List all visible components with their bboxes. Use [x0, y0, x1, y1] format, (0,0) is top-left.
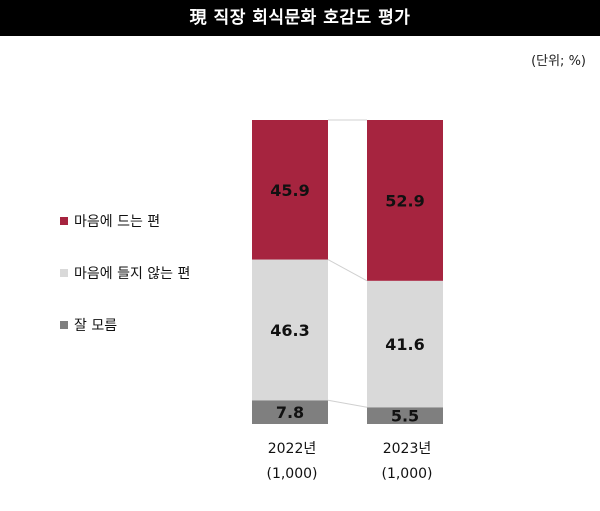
legend-item-unknown: 잘 모름	[60, 314, 190, 336]
x-label-2022: 2022년	[267, 441, 317, 457]
bar-segment-unknown-2	[367, 407, 443, 424]
bar-segment-like-1	[252, 120, 328, 260]
value-label-unknown-2: 5.5	[391, 407, 419, 426]
value-label-like-1: 45.9	[270, 181, 309, 200]
legend: 마음에 드는 편 마음에 들지 않는 편 잘 모름	[60, 210, 190, 366]
legend-item-dislike: 마음에 들지 않는 편	[60, 262, 190, 284]
legend-swatch-like	[60, 217, 68, 225]
value-label-dislike-2: 41.6	[385, 335, 424, 354]
connector-line-3	[327, 399, 368, 408]
chart-title: 現 직장 회식문화 호감도 평가	[189, 8, 411, 28]
legend-swatch-unknown	[60, 321, 68, 329]
bar-segment-dislike-1	[252, 259, 328, 401]
bar-segment-unknown-1	[252, 400, 328, 424]
value-label-like-2: 52.9	[385, 191, 424, 210]
connector-line-2	[327, 259, 368, 282]
legend-label-dislike: 마음에 들지 않는 편	[74, 266, 191, 282]
x-sublabel-2022: (1,000)	[266, 466, 318, 482]
unit-label: (단위; %)	[531, 54, 586, 69]
bar-segment-like-2	[367, 120, 443, 281]
title-bar: 現 직장 회식문화 호감도 평가	[0, 0, 600, 36]
x-sublabel-2023: (1,000)	[381, 466, 433, 482]
value-label-dislike-1: 46.3	[270, 321, 309, 340]
legend-label-unknown: 잘 모름	[74, 318, 118, 334]
x-label-2023: 2023년	[382, 441, 432, 457]
value-label-unknown-1: 7.8	[276, 403, 304, 422]
legend-label-like: 마음에 드는 편	[74, 214, 161, 230]
bar-segment-dislike-2	[367, 280, 443, 408]
legend-item-like: 마음에 드는 편	[60, 210, 190, 232]
legend-swatch-dislike	[60, 269, 68, 277]
